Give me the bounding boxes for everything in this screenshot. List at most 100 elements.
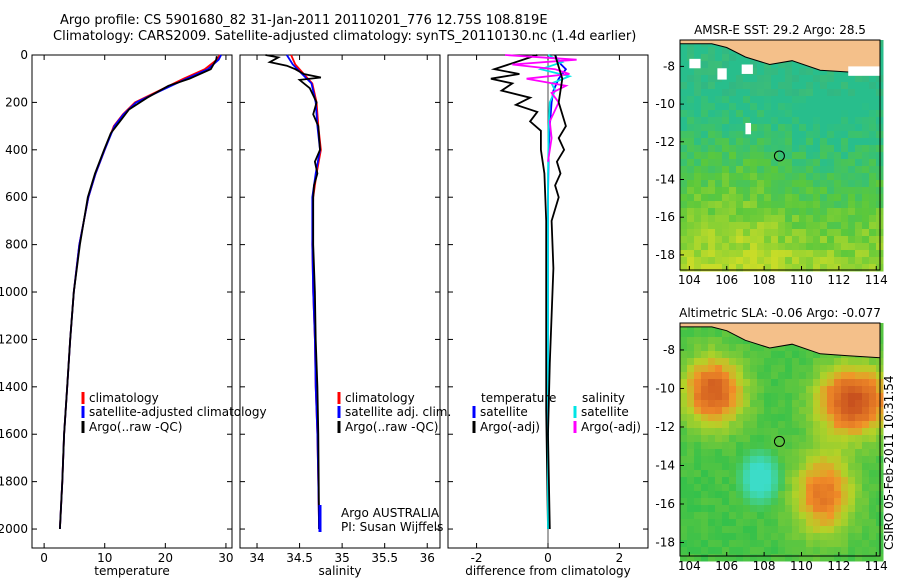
map-cell xyxy=(771,365,779,373)
sst-argo-location-marker xyxy=(773,150,785,162)
map-cell xyxy=(820,498,828,506)
sst-map-frame xyxy=(679,39,881,271)
map-cell xyxy=(806,414,814,422)
map-cell xyxy=(694,435,702,443)
map-cell xyxy=(792,358,800,366)
map-cell xyxy=(694,337,702,345)
map-cell xyxy=(785,222,793,230)
map-cell xyxy=(750,145,758,153)
map-cell xyxy=(715,264,723,272)
map-cell xyxy=(848,75,856,83)
map-cell xyxy=(708,337,716,345)
map-cell xyxy=(729,512,737,520)
map-cell xyxy=(687,236,695,244)
map-cell xyxy=(708,131,716,139)
depth-tick-label: 1800 xyxy=(0,475,28,489)
map-cell xyxy=(750,512,758,520)
salinity-plot-frame xyxy=(239,54,441,549)
map-cell xyxy=(764,61,772,69)
map-cell xyxy=(687,442,695,450)
map-cell xyxy=(827,117,835,125)
map-cell xyxy=(680,264,688,272)
sal-legend-climatology: climatology xyxy=(345,391,415,405)
map-cell xyxy=(855,358,863,366)
map-cell xyxy=(820,386,828,394)
map-cell xyxy=(841,498,849,506)
map-cell xyxy=(792,400,800,408)
map-cell xyxy=(862,442,870,450)
map-cell xyxy=(680,159,688,167)
map-cell xyxy=(694,208,702,216)
map-cell xyxy=(764,222,772,230)
map-cell xyxy=(841,512,849,520)
map-cell xyxy=(855,131,863,139)
map-cell xyxy=(708,456,716,464)
map-cell xyxy=(869,470,877,478)
map-cell xyxy=(701,393,709,401)
map-cell xyxy=(708,201,716,209)
map-cell xyxy=(715,173,723,181)
map-cell xyxy=(799,110,807,118)
map-cell xyxy=(855,117,863,125)
map-cell xyxy=(722,47,730,55)
map-cell xyxy=(715,110,723,118)
map-cell xyxy=(862,208,870,216)
map-cell xyxy=(715,103,723,111)
map-cell xyxy=(792,393,800,401)
map-cell xyxy=(680,250,688,258)
map-cell xyxy=(729,393,737,401)
map-cell xyxy=(771,344,779,352)
map-cell xyxy=(855,449,863,457)
map-cell xyxy=(736,222,744,230)
map-cell xyxy=(813,512,821,520)
map-cell xyxy=(722,442,730,450)
map-cell xyxy=(701,477,709,485)
map-cell xyxy=(785,456,793,464)
map-cell xyxy=(862,180,870,188)
map-cell xyxy=(757,194,765,202)
temperature-x-tick-label: 0 xyxy=(40,551,48,565)
map-cell xyxy=(715,365,723,373)
map-cell xyxy=(827,512,835,520)
map-cell xyxy=(855,365,863,373)
map-cell xyxy=(820,421,828,429)
map-cell xyxy=(736,82,744,90)
map-cell xyxy=(778,124,786,132)
map-cell xyxy=(848,484,856,492)
map-cell xyxy=(841,505,849,513)
map-cell xyxy=(778,110,786,118)
map-cell xyxy=(820,463,828,471)
title-line-1: Argo profile: CS 5901680_82 31-Jan-2011 … xyxy=(60,13,548,28)
map-cell xyxy=(799,250,807,258)
map-cell xyxy=(848,428,856,436)
map-cell xyxy=(792,554,800,562)
map-cell xyxy=(855,166,863,174)
sst-lat-tick-label: -12 xyxy=(655,135,675,149)
map-cell xyxy=(708,243,716,251)
map-cell xyxy=(708,351,716,359)
map-cell xyxy=(771,117,779,125)
map-cell xyxy=(694,344,702,352)
map-cell xyxy=(778,379,786,387)
map-cell xyxy=(778,103,786,111)
map-cell xyxy=(680,344,688,352)
map-cell xyxy=(750,540,758,548)
map-cell xyxy=(701,54,709,62)
map-cell xyxy=(736,152,744,160)
map-cell xyxy=(841,250,849,258)
map-cell xyxy=(792,208,800,216)
map-cell xyxy=(715,194,723,202)
map-cell xyxy=(869,187,877,195)
map-cell xyxy=(757,61,765,69)
map-cell xyxy=(687,159,695,167)
map-cell xyxy=(841,110,849,118)
map-cell xyxy=(834,463,842,471)
map-cell xyxy=(715,533,723,541)
map-cell xyxy=(848,547,856,555)
map-cell xyxy=(848,421,856,429)
map-cell xyxy=(799,491,807,499)
map-cell xyxy=(869,117,877,125)
map-cell xyxy=(736,435,744,443)
map-cell xyxy=(841,89,849,97)
map-cell xyxy=(869,124,877,132)
